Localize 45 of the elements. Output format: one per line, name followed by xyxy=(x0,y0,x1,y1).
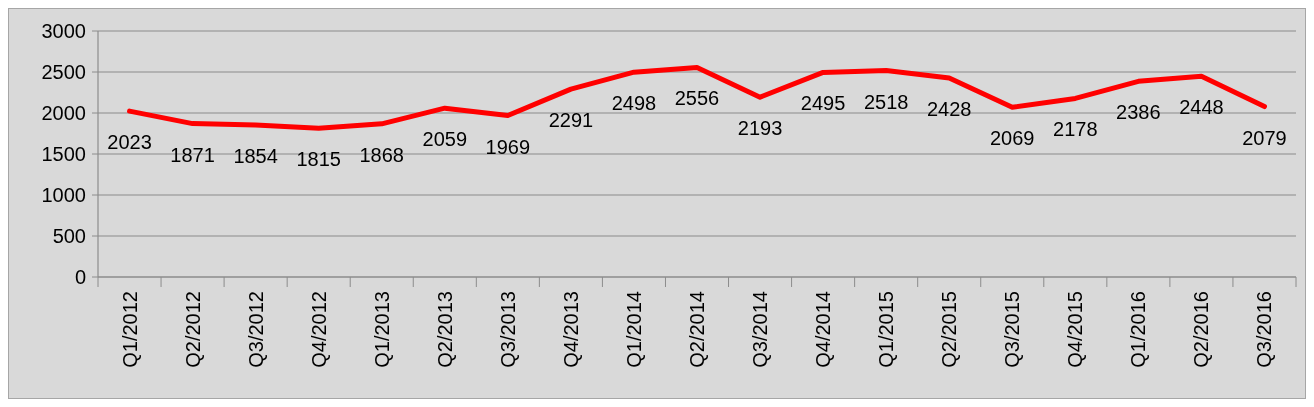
x-tick-label: Q4/2012 xyxy=(307,291,330,368)
x-tick-label: Q1/2012 xyxy=(118,291,141,368)
x-tick-label: Q2/2015 xyxy=(938,291,961,368)
data-label: 2023 xyxy=(107,131,152,154)
y-tick-label: 0 xyxy=(74,266,86,288)
data-label: 2069 xyxy=(990,127,1035,150)
x-tick-label: Q4/2013 xyxy=(559,291,582,368)
data-label: 2556 xyxy=(674,87,720,110)
x-tick-label: Q2/2014 xyxy=(686,291,708,368)
y-tick-label: 3000 xyxy=(41,20,86,42)
x-tick-label: Q3/2016 xyxy=(1253,291,1276,368)
x-tick-label: Q3/2013 xyxy=(496,291,519,368)
x-tick-label: Q1/2013 xyxy=(370,291,393,368)
x-tick-label: Q1/2016 xyxy=(1127,291,1150,368)
y-tick-label: 2000 xyxy=(41,102,86,124)
data-label: 2059 xyxy=(422,128,468,151)
x-tick-label: Q3/2015 xyxy=(1001,291,1024,368)
data-label: 2428 xyxy=(926,97,972,120)
data-label: 2498 xyxy=(611,92,657,115)
data-label: 1815 xyxy=(296,148,341,171)
x-tick-label: Q3/2014 xyxy=(749,291,772,368)
x-tick-label: Q3/2012 xyxy=(244,291,267,368)
data-label: 1969 xyxy=(485,135,531,158)
data-label: 2291 xyxy=(548,109,594,132)
x-tick-label: Q1/2014 xyxy=(622,291,645,368)
data-label: 1868 xyxy=(359,143,404,166)
data-label: 2518 xyxy=(863,90,909,113)
data-label: 2193 xyxy=(737,117,783,140)
data-label: 1871 xyxy=(170,143,215,166)
y-tick-label: 2500 xyxy=(41,61,86,83)
data-label: 1854 xyxy=(233,144,278,167)
data-label: 2079 xyxy=(1242,126,1287,149)
y-tick-label: 1500 xyxy=(41,143,86,165)
x-tick-label: Q4/2015 xyxy=(1064,291,1087,368)
data-label: 2386 xyxy=(1116,101,1161,124)
y-tick-label: 500 xyxy=(52,225,86,247)
x-tick-label: Q1/2015 xyxy=(875,291,898,368)
y-tick-label: 1000 xyxy=(41,184,86,206)
x-tick-label: Q4/2014 xyxy=(812,291,835,368)
data-label: 2495 xyxy=(800,92,846,115)
x-tick-label: Q2/2016 xyxy=(1190,291,1213,368)
x-tick-label: Q2/2013 xyxy=(433,291,456,368)
x-tick-label: Q2/2012 xyxy=(181,291,204,368)
data-label: 2178 xyxy=(1053,118,1098,141)
data-label: 2448 xyxy=(1179,96,1224,119)
